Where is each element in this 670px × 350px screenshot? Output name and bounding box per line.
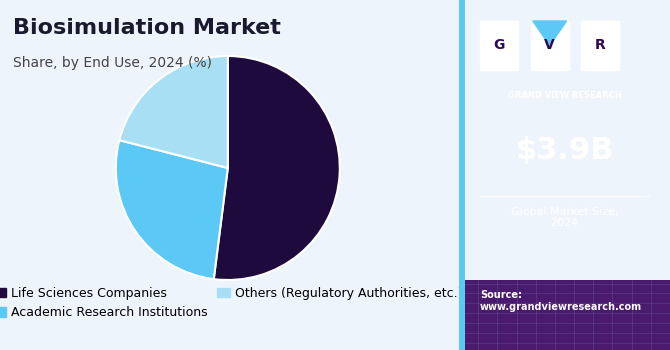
Text: V: V <box>544 38 555 52</box>
Text: G: G <box>493 38 505 52</box>
Wedge shape <box>214 56 340 280</box>
Text: R: R <box>595 38 606 52</box>
Polygon shape <box>533 21 567 46</box>
FancyBboxPatch shape <box>531 21 569 70</box>
Wedge shape <box>116 140 228 279</box>
Text: Biosimulation Market: Biosimulation Market <box>13 18 281 37</box>
Text: Global Market Size,
2024: Global Market Size, 2024 <box>511 206 618 228</box>
FancyBboxPatch shape <box>459 280 670 350</box>
Text: Share, by End Use, 2024 (%): Share, by End Use, 2024 (%) <box>13 56 212 70</box>
Text: $3.9B: $3.9B <box>515 136 614 165</box>
Wedge shape <box>119 56 228 168</box>
Text: Source:
www.grandviewresearch.com: Source: www.grandviewresearch.com <box>480 290 642 312</box>
Legend: Life Sciences Companies, Academic Research Institutions, Others (Regulatory Auth: Life Sciences Companies, Academic Resear… <box>0 282 468 324</box>
FancyBboxPatch shape <box>459 0 465 350</box>
FancyBboxPatch shape <box>480 21 518 70</box>
FancyBboxPatch shape <box>582 21 619 70</box>
Text: GRAND VIEW RESEARCH: GRAND VIEW RESEARCH <box>508 91 621 100</box>
